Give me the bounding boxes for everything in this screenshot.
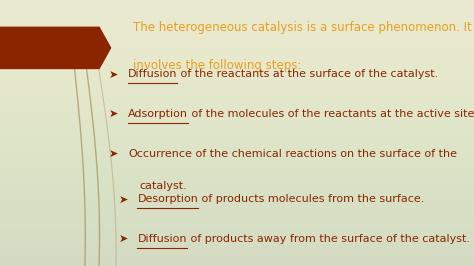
Text: Diffusion: Diffusion	[137, 234, 187, 244]
Text: Occurrence: Occurrence	[128, 149, 192, 159]
Text: involves the following steps:: involves the following steps:	[133, 59, 301, 72]
Text: ➤: ➤	[109, 149, 118, 159]
Text: The heterogeneous catalysis is a surface phenomenon. It: The heterogeneous catalysis is a surface…	[133, 21, 472, 34]
Text: ➤: ➤	[118, 234, 128, 244]
Text: of the reactants at the surface of the catalyst.: of the reactants at the surface of the c…	[177, 69, 439, 80]
Text: catalyst.: catalyst.	[140, 181, 188, 191]
Text: ➤: ➤	[118, 194, 128, 205]
Text: of products molecules from the surface.: of products molecules from the surface.	[198, 194, 425, 205]
Text: of the molecules of the reactants at the active sites.: of the molecules of the reactants at the…	[188, 109, 474, 119]
Text: of products away from the surface of the catalyst.: of products away from the surface of the…	[187, 234, 470, 244]
Text: ➤: ➤	[109, 69, 118, 80]
Text: Desorption: Desorption	[137, 194, 198, 205]
Text: Adsorption: Adsorption	[128, 109, 188, 119]
Text: of the chemical reactions on the surface of the: of the chemical reactions on the surface…	[192, 149, 457, 159]
Text: Diffusion: Diffusion	[128, 69, 177, 80]
Text: ➤: ➤	[109, 109, 118, 119]
Polygon shape	[0, 27, 111, 69]
